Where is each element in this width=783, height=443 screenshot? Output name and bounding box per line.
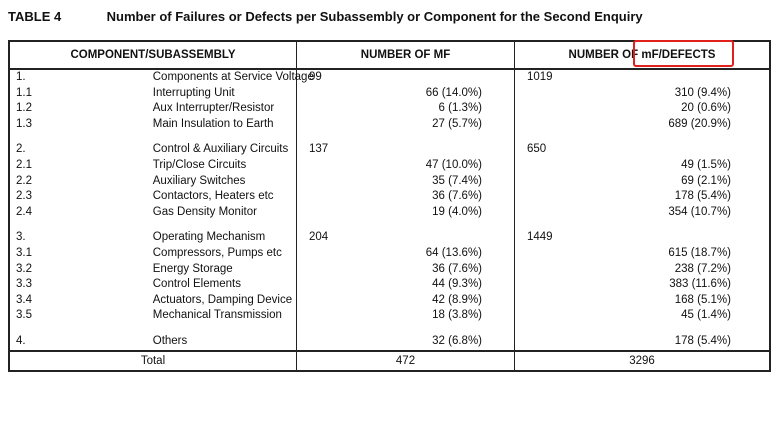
- row-id: 1.2: [16, 102, 32, 115]
- row-defects: 168 (5.1%): [514, 292, 770, 309]
- row-id: 3.2: [16, 262, 32, 275]
- row-mf: 18 (3.8%): [296, 308, 515, 324]
- row-defects: 615 (18.7%): [514, 245, 770, 262]
- row-id: 2.: [16, 143, 26, 156]
- total-mf: 472: [296, 349, 515, 371]
- row-mf: 32 (6.8%): [296, 333, 515, 351]
- row-id: 2.2: [16, 174, 32, 187]
- header-component: COMPONENT/SUBASSEMBLY: [9, 41, 297, 70]
- row-name: Actuators, Damping Device: [152, 293, 293, 306]
- row-defects: 49 (1.5%): [514, 157, 770, 174]
- total-row: Total 472 3296: [9, 349, 770, 371]
- table-number: TABLE 4: [8, 9, 62, 24]
- row-id: 1.3: [16, 117, 32, 130]
- row-name: Trip/Close Circuits: [152, 158, 247, 171]
- spacer-row: [9, 220, 770, 231]
- table-title: TABLE 4 Number of Failures or Defects pe…: [8, 9, 643, 24]
- row-name: Operating Mechanism: [152, 231, 266, 244]
- row-id: 2.1: [16, 158, 32, 171]
- row-defects: 45 (1.4%): [514, 308, 770, 324]
- row-defects: 238 (7.2%): [514, 261, 770, 278]
- row-mf: 6 (1.3%): [296, 101, 515, 117]
- row-defects: 310 (9.4%): [514, 85, 770, 102]
- row-name: Components at Service Voltage: [152, 71, 314, 83]
- row-mf: 42 (8.9%): [296, 292, 515, 309]
- row-defects: 69 (2.1%): [514, 173, 770, 190]
- row-mf: 66 (14.0%): [296, 85, 515, 102]
- row-id: 3.5: [16, 309, 32, 322]
- row-name: Others: [152, 334, 188, 347]
- table-row: 4. Others 32 (6.8%) 178 (5.4%): [9, 333, 770, 351]
- row-mf: 204: [296, 230, 515, 246]
- row-id: 2.3: [16, 190, 32, 203]
- row-mf: 35 (7.4%): [296, 173, 515, 190]
- row-id: 3.4: [16, 293, 32, 306]
- row-name: Auxiliary Switches: [152, 174, 246, 187]
- table-caption: Number of Failures or Defects per Subass…: [106, 9, 643, 24]
- spacer-row: [9, 132, 770, 143]
- table-row: 2.2 Auxiliary Switches 35 (7.4%) 69 (2.1%): [9, 173, 770, 190]
- table-row: 3.1 Compressors, Pumps etc 64 (13.6%) 615 (…: [9, 245, 770, 262]
- row-name: Main Insulation to Earth: [152, 117, 274, 130]
- row-id: 3.: [16, 231, 26, 244]
- row-mf: 19 (4.0%): [296, 204, 515, 221]
- row-name: Gas Density Monitor: [152, 205, 257, 218]
- category-row: 1. Components at Service Voltage 99 1019: [9, 69, 770, 86]
- failures-table: COMPONENT/SUBASSEMBLY NUMBER OF MF NUMBE…: [8, 40, 771, 372]
- row-mf: 36 (7.6%): [296, 189, 515, 205]
- category-row: 3. Operating Mechanism 204 1449: [9, 230, 770, 246]
- row-defects: 689 (20.9%): [514, 116, 770, 133]
- row-mf: 137: [296, 142, 515, 158]
- header-mf: NUMBER OF MF: [296, 41, 515, 70]
- row-mf: 36 (7.6%): [296, 261, 515, 278]
- table-row: 1.3 Main Insulation to Earth 27 (5.7%) 689 …: [9, 116, 770, 133]
- row-mf: 99: [296, 69, 515, 86]
- row-defects: 354 (10.7%): [514, 204, 770, 221]
- table-row: 3.5 Mechanical Transmission 18 (3.8%) 45 (1…: [9, 308, 770, 324]
- row-defects: 178 (5.4%): [514, 189, 770, 205]
- row-defects: 178 (5.4%): [514, 333, 770, 351]
- row-id: 4.: [16, 334, 26, 347]
- table-row: 3.2 Energy Storage 36 (7.6%) 238 (7.2%): [9, 261, 770, 278]
- row-name: Energy Storage: [152, 262, 233, 275]
- table-row: 2.4 Gas Density Monitor 19 (4.0%) 354 (10.7…: [9, 204, 770, 221]
- row-defects: 650: [514, 142, 770, 158]
- row-id: 1.: [16, 71, 26, 83]
- row-mf: 64 (13.6%): [296, 245, 515, 262]
- table-row: 3.3 Control Elements 44 (9.3%) 383 (11.6%): [9, 277, 770, 293]
- table-row: 1.1 Interrupting Unit 66 (14.0%) 310 (9.4%): [9, 85, 770, 102]
- row-name: Mechanical Transmission: [152, 309, 282, 322]
- row-id: 1.1: [16, 86, 32, 99]
- row-name: Control & Auxiliary Circuits: [152, 143, 289, 156]
- row-mf: 47 (10.0%): [296, 157, 515, 174]
- row-id: 3.1: [16, 246, 32, 259]
- table-row: 1.2 Aux Interrupter/Resistor 6 (1.3%) 20 (0…: [9, 101, 770, 117]
- table-row: 2.1 Trip/Close Circuits 47 (10.0%) 49 (1.5%…: [9, 157, 770, 174]
- category-row: 2. Control & Auxiliary Circuits 137 650: [9, 142, 770, 158]
- row-defects: 20 (0.6%): [514, 101, 770, 117]
- row-name: Aux Interrupter/Resistor: [152, 102, 275, 115]
- row-id: 3.3: [16, 278, 32, 291]
- row-name: Contactors, Heaters etc: [152, 190, 274, 203]
- highlight-box: [633, 40, 734, 67]
- table-row: 3.4 Actuators, Damping Device 42 (8.9%) 168…: [9, 292, 770, 309]
- total-defects: 3296: [514, 349, 770, 371]
- table-row: 2.3 Contactors, Heaters etc 36 (7.6%) 178 (…: [9, 189, 770, 205]
- total-label: Total: [9, 349, 297, 371]
- spacer-row: [9, 323, 770, 334]
- row-name: Interrupting Unit: [152, 86, 235, 99]
- row-defects: 1449: [514, 230, 770, 246]
- row-name: Compressors, Pumps etc: [152, 246, 282, 259]
- row-name: Control Elements: [152, 278, 241, 291]
- table-body: 1. Components at Service Voltage 99 1019 1.1…: [9, 69, 770, 351]
- row-defects: 1019: [514, 69, 770, 86]
- row-mf: 27 (5.7%): [296, 116, 515, 133]
- row-id: 2.4: [16, 205, 32, 218]
- row-mf: 44 (9.3%): [296, 277, 515, 293]
- row-defects: 383 (11.6%): [514, 277, 770, 293]
